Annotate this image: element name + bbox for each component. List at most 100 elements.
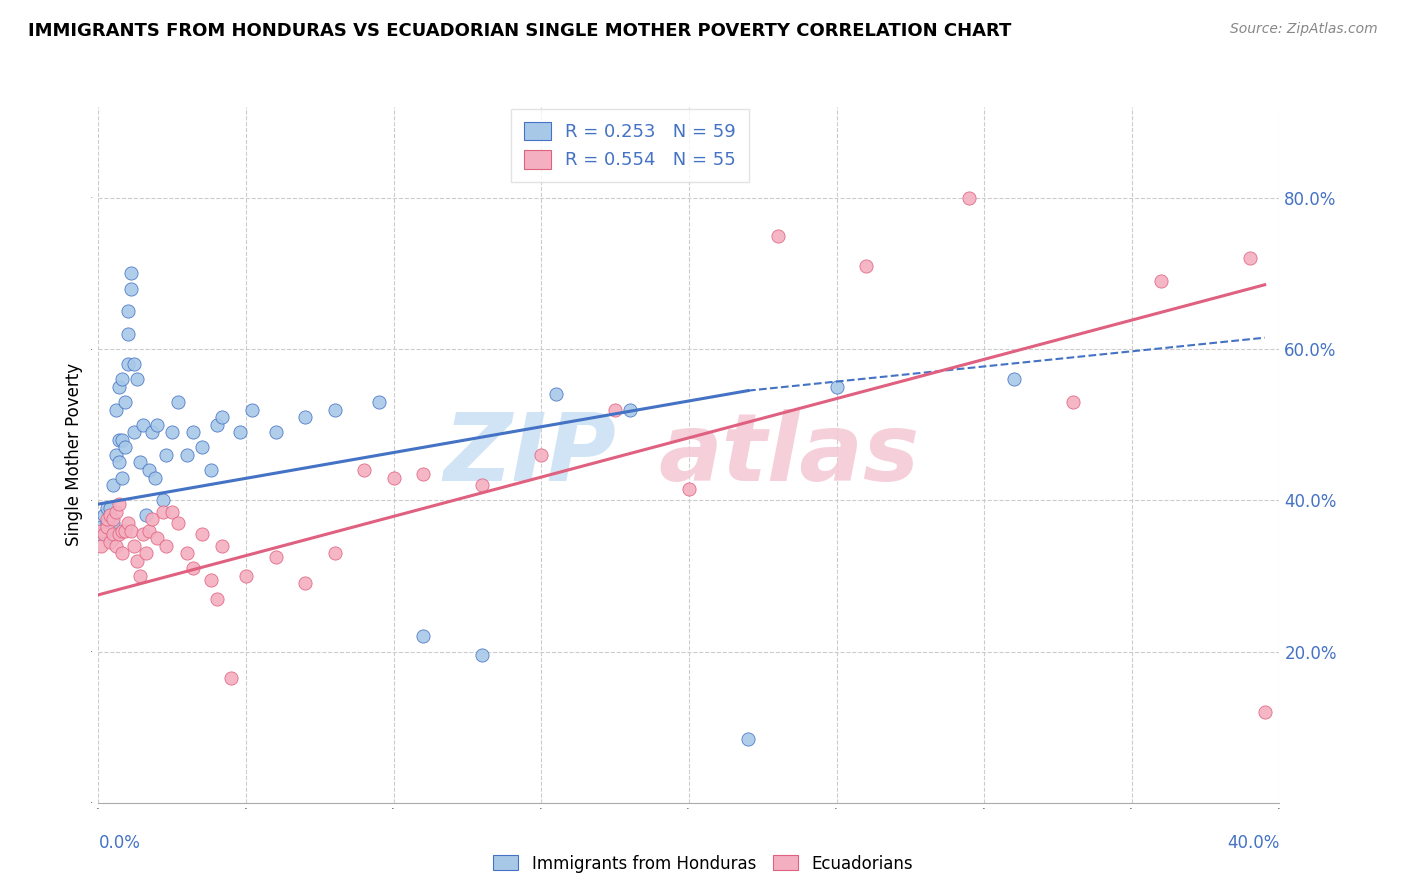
Text: Source: ZipAtlas.com: Source: ZipAtlas.com	[1230, 22, 1378, 37]
Point	[959, 191, 981, 205]
Point	[98, 500, 121, 515]
Legend: R = 0.253   N = 59, R = 0.554   N = 55: R = 0.253 N = 59, R = 0.554 N = 55	[512, 109, 748, 182]
Point	[737, 731, 759, 746]
Point	[678, 482, 700, 496]
Point	[108, 433, 131, 447]
Point	[135, 546, 157, 560]
Point	[200, 573, 222, 587]
Point	[264, 425, 287, 440]
Point	[117, 304, 139, 318]
Point	[93, 524, 115, 538]
Point	[105, 448, 128, 462]
Point	[264, 549, 287, 564]
Point	[93, 527, 115, 541]
Point	[152, 493, 174, 508]
Point	[114, 524, 136, 538]
Text: IMMIGRANTS FROM HONDURAS VS ECUADORIAN SINGLE MOTHER POVERTY CORRELATION CHART: IMMIGRANTS FROM HONDURAS VS ECUADORIAN S…	[28, 22, 1011, 40]
Point	[211, 539, 233, 553]
Point	[323, 546, 346, 560]
Point	[191, 527, 214, 541]
Point	[90, 524, 112, 538]
Point	[167, 395, 190, 409]
Point	[103, 478, 125, 492]
Point	[111, 372, 134, 386]
Point	[114, 395, 136, 409]
Point	[219, 671, 242, 685]
Point	[128, 569, 150, 583]
Point	[122, 539, 145, 553]
Point	[103, 531, 125, 545]
Point	[108, 527, 131, 541]
Point	[138, 463, 160, 477]
Point	[1239, 252, 1261, 266]
Point	[191, 441, 214, 455]
Point	[96, 520, 118, 534]
Point	[105, 402, 128, 417]
Point	[138, 524, 160, 538]
Point	[108, 497, 131, 511]
Point	[368, 395, 391, 409]
Point	[766, 228, 789, 243]
Point	[143, 470, 166, 484]
Point	[152, 505, 174, 519]
Point	[546, 387, 568, 401]
Point	[96, 500, 118, 515]
Point	[122, 425, 145, 440]
Point	[132, 527, 155, 541]
Point	[229, 425, 252, 440]
Text: atlas: atlas	[658, 409, 920, 501]
Point	[141, 425, 163, 440]
Point	[111, 524, 134, 538]
Point	[1002, 372, 1025, 386]
Point	[412, 467, 434, 481]
Y-axis label: Single Mother Poverty: Single Mother Poverty	[65, 363, 83, 547]
Point	[294, 576, 316, 591]
Point	[111, 470, 134, 484]
Point	[412, 629, 434, 643]
Point	[103, 512, 125, 526]
Point	[235, 569, 257, 583]
Point	[294, 410, 316, 425]
Point	[108, 455, 131, 469]
Point	[117, 326, 139, 341]
Point	[471, 648, 494, 663]
Point	[117, 516, 139, 530]
Point	[353, 463, 375, 477]
Point	[111, 433, 134, 447]
Point	[114, 441, 136, 455]
Point	[240, 402, 263, 417]
Point	[103, 527, 125, 541]
Point	[1150, 274, 1173, 288]
Point	[146, 417, 169, 432]
Point	[181, 425, 204, 440]
Point	[103, 516, 125, 530]
Point	[155, 539, 177, 553]
Point	[108, 380, 131, 394]
Point	[98, 508, 121, 523]
Point	[167, 516, 190, 530]
Text: ZIP: ZIP	[443, 409, 616, 501]
Point	[98, 535, 121, 549]
Point	[205, 591, 228, 606]
Point	[122, 357, 145, 371]
Point	[382, 470, 405, 484]
Point	[162, 505, 183, 519]
Point	[530, 448, 553, 462]
Point	[105, 505, 128, 519]
Point	[1254, 705, 1277, 719]
Point	[605, 402, 627, 417]
Point	[117, 357, 139, 371]
Point	[90, 527, 112, 541]
Point	[90, 539, 112, 553]
Point	[155, 448, 177, 462]
Point	[135, 508, 157, 523]
Point	[120, 267, 142, 281]
Point	[141, 512, 163, 526]
Point	[125, 554, 148, 568]
Point	[96, 512, 118, 526]
Legend: Immigrants from Honduras, Ecuadorians: Immigrants from Honduras, Ecuadorians	[486, 848, 920, 880]
Point	[205, 417, 228, 432]
Point	[98, 516, 121, 530]
Point	[176, 546, 198, 560]
Point	[111, 546, 134, 560]
